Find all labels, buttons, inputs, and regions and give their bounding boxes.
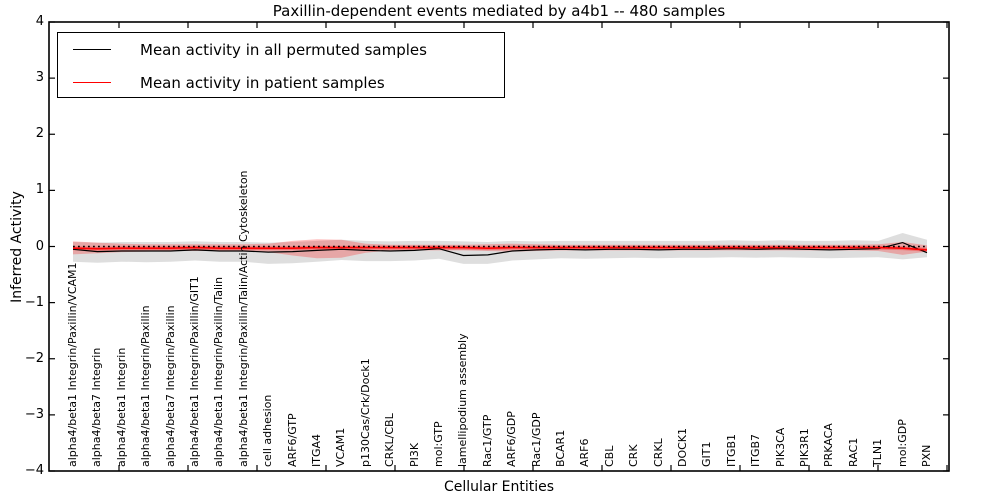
x-tick-label: Rac1/GDP	[529, 412, 543, 467]
x-tick-label: CRK	[627, 444, 641, 467]
x-tick-label: PIK3CA	[773, 427, 787, 467]
x-tick-label: CBL	[602, 445, 616, 467]
x-tick-label: Rac1/GTP	[480, 414, 494, 467]
legend-item-patient: Mean activity in patient samples	[58, 66, 504, 99]
x-tick-label: DOCK1	[676, 427, 689, 467]
y-tick-label: 4	[35, 14, 44, 29]
x-tick-label: RAC1	[846, 437, 860, 467]
y-tick-label: −1	[24, 295, 44, 310]
y-tick-label: −4	[24, 463, 44, 478]
permuted-mean-line	[72, 241, 928, 257]
y-tick-label: 3	[35, 70, 44, 85]
y-tick-label: −3	[24, 407, 44, 422]
legend-item-permuted: Mean activity in all permuted samples	[58, 33, 504, 66]
y-tick-label: 2	[35, 126, 44, 141]
x-axis-label: Cellular Entities	[443, 479, 555, 495]
x-tick-label: alpha4/beta7 Integrin	[90, 347, 104, 467]
chart-title: Paxillin-dependent events mediated by a4…	[272, 2, 726, 20]
patient-mean-line	[72, 246, 928, 251]
x-tick-label: ITGB1	[724, 433, 738, 467]
x-tick-label: ARF6/GTP	[285, 413, 299, 467]
x-tick-label: CRKL/CBL	[383, 413, 397, 467]
legend-line-permuted-icon	[73, 49, 111, 50]
x-tick-label: alpha4/beta1 Integrin	[114, 347, 128, 467]
x-tick-label: lamellipodium assembly	[456, 333, 470, 467]
x-tick-label: ARF6/GDP	[505, 411, 519, 467]
x-tick-label: p130Cas/Crk/Dock1	[358, 358, 372, 467]
x-tick-label: BCAR1	[554, 429, 567, 467]
x-tick-label: VCAM1	[334, 427, 348, 467]
x-tick-label: TLN1	[871, 438, 885, 467]
x-tick-label: PIK3R1	[798, 428, 811, 467]
y-tick-label: 1	[35, 182, 44, 197]
x-tick-label: GIT1	[700, 441, 714, 468]
x-tick-label: PI3K	[407, 442, 421, 467]
x-tick-label: ARF6	[578, 438, 592, 468]
x-tick-label: alpha4/beta7 Integrin/Paxillin	[163, 305, 177, 467]
x-tick-label: PRKACA	[822, 423, 836, 467]
patient-band	[73, 239, 927, 259]
x-tick-label: cell adhesion	[261, 394, 275, 467]
legend: Mean activity in all permuted samples Me…	[57, 32, 505, 98]
x-tick-label: alpha4/beta1 Integrin/Paxillin/VCAM1	[66, 262, 79, 467]
x-tick-label: alpha4/beta1 Integrin/Paxillin/GIT1	[188, 276, 201, 467]
x-tick-label: alpha4/beta1 Integrin/Paxillin/Talin/Act…	[236, 170, 250, 467]
legend-line-patient-icon	[73, 82, 111, 83]
x-tick-label: mol:GTP	[432, 421, 445, 467]
x-tick-label: ITGB7	[749, 433, 763, 467]
x-tick-label: ITGA4	[310, 433, 323, 467]
x-tick-label: CRKL	[651, 438, 665, 467]
x-tick-label: mol:GDP	[895, 419, 909, 467]
legend-label-permuted: Mean activity in all permuted samples	[140, 40, 427, 59]
y-tick-label: −2	[24, 351, 44, 366]
x-tick-label: alpha4/beta1 Integrin/Paxillin/Talin	[212, 276, 226, 467]
y-tick-label: 0	[35, 239, 44, 254]
x-tick-label: alpha4/beta1 Integrin/Paxillin	[139, 305, 153, 467]
legend-label-patient: Mean activity in patient samples	[140, 73, 385, 92]
x-tick-label: PXN	[920, 444, 933, 467]
